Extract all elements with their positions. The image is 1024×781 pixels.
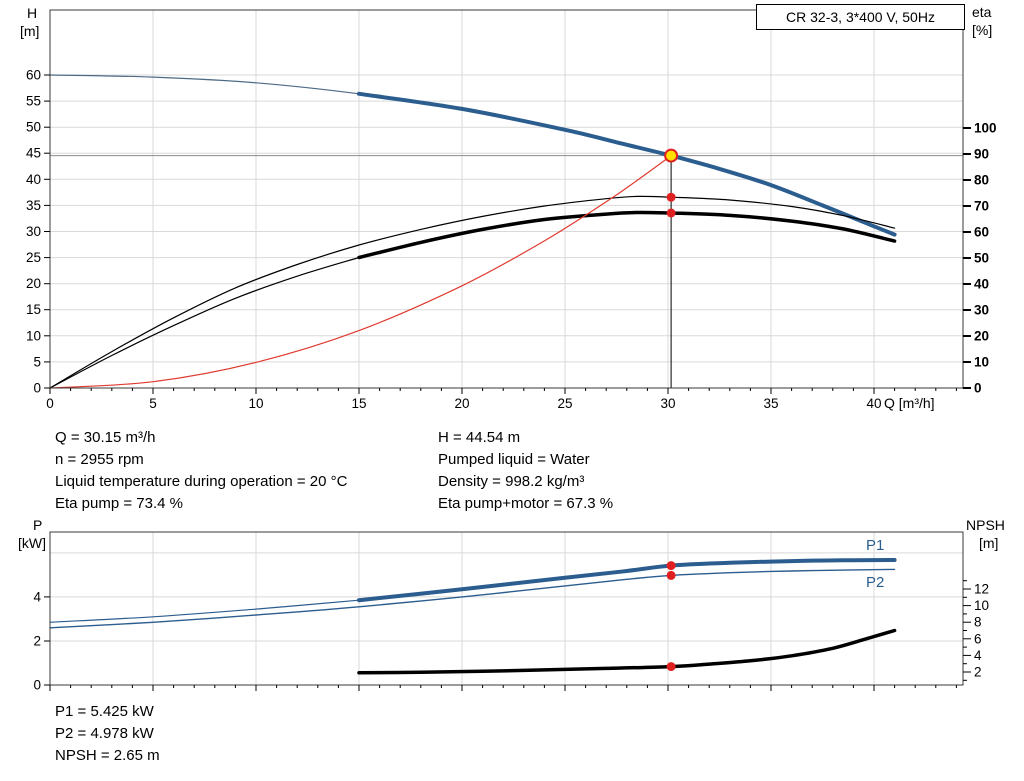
flow-axis-label: Q [m³/h] — [884, 395, 935, 411]
eta-pump-motor-curve — [357, 210, 897, 260]
npsh-axis-title: NPSH — [966, 517, 1005, 533]
svg-text:0: 0 — [33, 678, 41, 693]
eta-pump-motor-value: Eta pump+motor = 67.3 % — [438, 495, 614, 512]
svg-text:4: 4 — [33, 589, 41, 604]
p1-curve-label: P1 — [866, 537, 885, 554]
svg-text:20: 20 — [974, 329, 989, 344]
power-axis-title: P — [33, 517, 43, 533]
h-value: H = 44.54 m — [438, 429, 521, 446]
svg-text:70: 70 — [974, 199, 989, 214]
eta-pump-curve — [49, 195, 896, 389]
density-value: Density = 998.2 kg/m³ — [438, 473, 585, 490]
svg-text:90: 90 — [974, 147, 989, 162]
svg-text:25: 25 — [26, 250, 41, 265]
svg-text:50: 50 — [26, 120, 41, 135]
svg-text:12: 12 — [974, 582, 989, 597]
eta-pump-motor-lead — [49, 256, 360, 389]
svg-text:10: 10 — [974, 598, 989, 613]
axes: 0 5 10 15 20 25 30 35 40 0 5 10 15 20 25 30 35 40 45 50 55 60… — [26, 68, 997, 412]
eta-pump-value: Eta pump = 73.4 % — [55, 495, 183, 512]
svg-text:20: 20 — [454, 396, 469, 411]
svg-text:4: 4 — [974, 648, 982, 663]
svg-text:0: 0 — [33, 381, 41, 396]
eta-pump-point — [666, 192, 676, 202]
plot-border — [49, 9, 964, 389]
svg-text:8: 8 — [974, 615, 982, 630]
npsh-axis-unit: [m] — [979, 535, 999, 551]
svg-text:6: 6 — [974, 631, 982, 646]
svg-text:0: 0 — [974, 381, 982, 396]
svg-text:25: 25 — [557, 396, 572, 411]
H-curve-full-range — [49, 74, 896, 236]
head-efficiency-chart: 0 5 10 15 20 25 30 35 40 0 5 10 15 20 25 30 35 40 45 50 55 60… — [26, 9, 997, 412]
eta-axis-unit: [%] — [972, 22, 993, 38]
svg-text:35: 35 — [763, 396, 778, 411]
pump-title-box: CR 32-3, 3*400 V, 50Hz — [756, 4, 965, 30]
operating-point-column-2: H = 44.54 m Pumped liquid = Water Densit… — [438, 427, 613, 515]
P1-curve — [357, 558, 897, 603]
gridlines — [50, 10, 963, 388]
p2-curve-label: P2 — [866, 574, 885, 591]
duty-point[interactable] — [664, 148, 679, 163]
power-point-block: P1 = 5.425 kW P2 = 4.978 kW NPSH = 2.65 … — [55, 701, 160, 767]
P2-curve — [49, 568, 896, 629]
P1-lead — [49, 599, 360, 623]
p1-point — [666, 561, 676, 571]
plot-border — [49, 531, 964, 686]
head-axis-title: H — [27, 5, 38, 21]
svg-text:30: 30 — [660, 396, 675, 411]
q-value: Q = 30.15 m³/h — [55, 429, 156, 446]
gridlines — [50, 532, 963, 685]
svg-text:2: 2 — [974, 665, 982, 680]
svg-text:45: 45 — [26, 146, 41, 161]
svg-text:40: 40 — [26, 172, 41, 187]
svg-text:0: 0 — [46, 396, 54, 411]
svg-text:30: 30 — [974, 303, 989, 318]
svg-text:15: 15 — [26, 302, 41, 317]
svg-text:5: 5 — [149, 396, 157, 411]
svg-text:40: 40 — [866, 396, 881, 411]
NPSH-curve — [357, 628, 897, 675]
p2-point — [666, 570, 676, 580]
eta-axis-title: eta — [972, 4, 992, 20]
curves — [49, 558, 897, 675]
markers — [666, 561, 676, 672]
eta-pump-motor-point — [666, 208, 676, 218]
liquid-temperature-value: Liquid temperature during operation = 20… — [55, 473, 348, 490]
svg-text:50: 50 — [974, 251, 989, 266]
pumped-liquid-value: Pumped liquid = Water — [438, 451, 590, 468]
svg-text:10: 10 — [974, 355, 989, 370]
operating-point-column-1: Q = 30.15 m³/h n = 2955 rpm Liquid tempe… — [55, 427, 347, 515]
svg-text:60: 60 — [974, 225, 989, 240]
svg-text:40: 40 — [974, 277, 989, 292]
npsh-value: NPSH = 2.65 m — [55, 747, 160, 764]
svg-text:2: 2 — [33, 634, 41, 649]
svg-text:35: 35 — [26, 198, 41, 213]
svg-text:5: 5 — [33, 354, 41, 369]
svg-text:10: 10 — [248, 396, 263, 411]
svg-text:60: 60 — [26, 68, 41, 83]
svg-text:20: 20 — [26, 276, 41, 291]
svg-text:80: 80 — [974, 173, 989, 188]
power-axis-unit: [kW] — [18, 535, 46, 551]
svg-text:100: 100 — [974, 121, 997, 136]
svg-text:55: 55 — [26, 94, 41, 109]
markers — [664, 148, 679, 218]
system-curve — [49, 155, 672, 389]
reference-lines — [50, 155, 963, 388]
p2-value: P2 = 4.978 kW — [55, 725, 154, 742]
svg-text:10: 10 — [26, 328, 41, 343]
svg-text:30: 30 — [26, 224, 41, 239]
npsh-point — [666, 662, 676, 672]
svg-text:15: 15 — [351, 396, 366, 411]
p1-value: P1 = 5.425 kW — [55, 703, 154, 720]
speed-value: n = 2955 rpm — [55, 451, 144, 468]
head-axis-unit: [m] — [20, 23, 40, 39]
